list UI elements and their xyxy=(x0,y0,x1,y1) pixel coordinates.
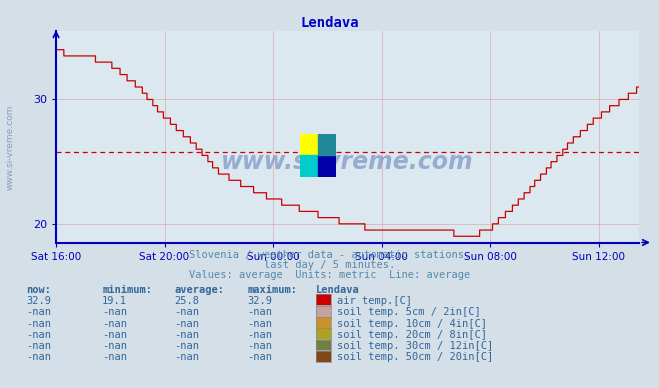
Text: now:: now: xyxy=(26,285,51,295)
Text: 32.9: 32.9 xyxy=(247,296,272,306)
Bar xyxy=(300,134,318,155)
Text: -nan: -nan xyxy=(26,352,51,362)
Bar xyxy=(318,155,336,177)
Text: -nan: -nan xyxy=(247,352,272,362)
Bar xyxy=(318,134,336,155)
Text: -nan: -nan xyxy=(26,330,51,340)
Text: www.si-vreme.com: www.si-vreme.com xyxy=(221,150,474,174)
Text: -nan: -nan xyxy=(175,330,200,340)
Text: -nan: -nan xyxy=(26,341,51,351)
Text: -nan: -nan xyxy=(102,341,127,351)
Text: soil temp. 20cm / 8in[C]: soil temp. 20cm / 8in[C] xyxy=(337,330,488,340)
Text: -nan: -nan xyxy=(247,330,272,340)
Text: air temp.[C]: air temp.[C] xyxy=(337,296,413,306)
Text: -nan: -nan xyxy=(175,341,200,351)
Text: Lendava: Lendava xyxy=(301,16,358,29)
Text: soil temp. 5cm / 2in[C]: soil temp. 5cm / 2in[C] xyxy=(337,307,481,317)
Text: Slovenia / weather data - automatic stations.: Slovenia / weather data - automatic stat… xyxy=(189,250,470,260)
Text: soil temp. 10cm / 4in[C]: soil temp. 10cm / 4in[C] xyxy=(337,319,488,329)
Bar xyxy=(300,155,318,177)
Text: -nan: -nan xyxy=(26,319,51,329)
Text: -nan: -nan xyxy=(26,307,51,317)
Text: -nan: -nan xyxy=(175,352,200,362)
Text: minimum:: minimum: xyxy=(102,285,152,295)
Text: average:: average: xyxy=(175,285,225,295)
Text: -nan: -nan xyxy=(175,319,200,329)
Text: 32.9: 32.9 xyxy=(26,296,51,306)
Text: -nan: -nan xyxy=(102,319,127,329)
Text: -nan: -nan xyxy=(247,307,272,317)
Text: 25.8: 25.8 xyxy=(175,296,200,306)
Text: -nan: -nan xyxy=(247,341,272,351)
Text: Values: average  Units: metric  Line: average: Values: average Units: metric Line: aver… xyxy=(189,270,470,280)
Text: www.si-vreme.com: www.si-vreme.com xyxy=(5,105,14,190)
Text: -nan: -nan xyxy=(175,307,200,317)
Text: soil temp. 30cm / 12in[C]: soil temp. 30cm / 12in[C] xyxy=(337,341,494,351)
Text: -nan: -nan xyxy=(247,319,272,329)
Text: maximum:: maximum: xyxy=(247,285,297,295)
Text: -nan: -nan xyxy=(102,307,127,317)
Text: -nan: -nan xyxy=(102,330,127,340)
Text: -nan: -nan xyxy=(102,352,127,362)
Text: last day / 5 minutes.: last day / 5 minutes. xyxy=(264,260,395,270)
Text: soil temp. 50cm / 20in[C]: soil temp. 50cm / 20in[C] xyxy=(337,352,494,362)
Text: 19.1: 19.1 xyxy=(102,296,127,306)
Text: Lendava: Lendava xyxy=(316,285,360,295)
